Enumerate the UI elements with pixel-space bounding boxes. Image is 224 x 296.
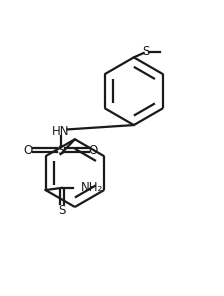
Text: O: O	[89, 144, 98, 157]
Text: HN: HN	[52, 125, 69, 138]
Text: NH₂: NH₂	[81, 181, 103, 194]
Text: O: O	[23, 144, 32, 157]
Text: S: S	[58, 204, 66, 217]
Text: S: S	[57, 144, 64, 157]
Text: S: S	[142, 45, 150, 58]
